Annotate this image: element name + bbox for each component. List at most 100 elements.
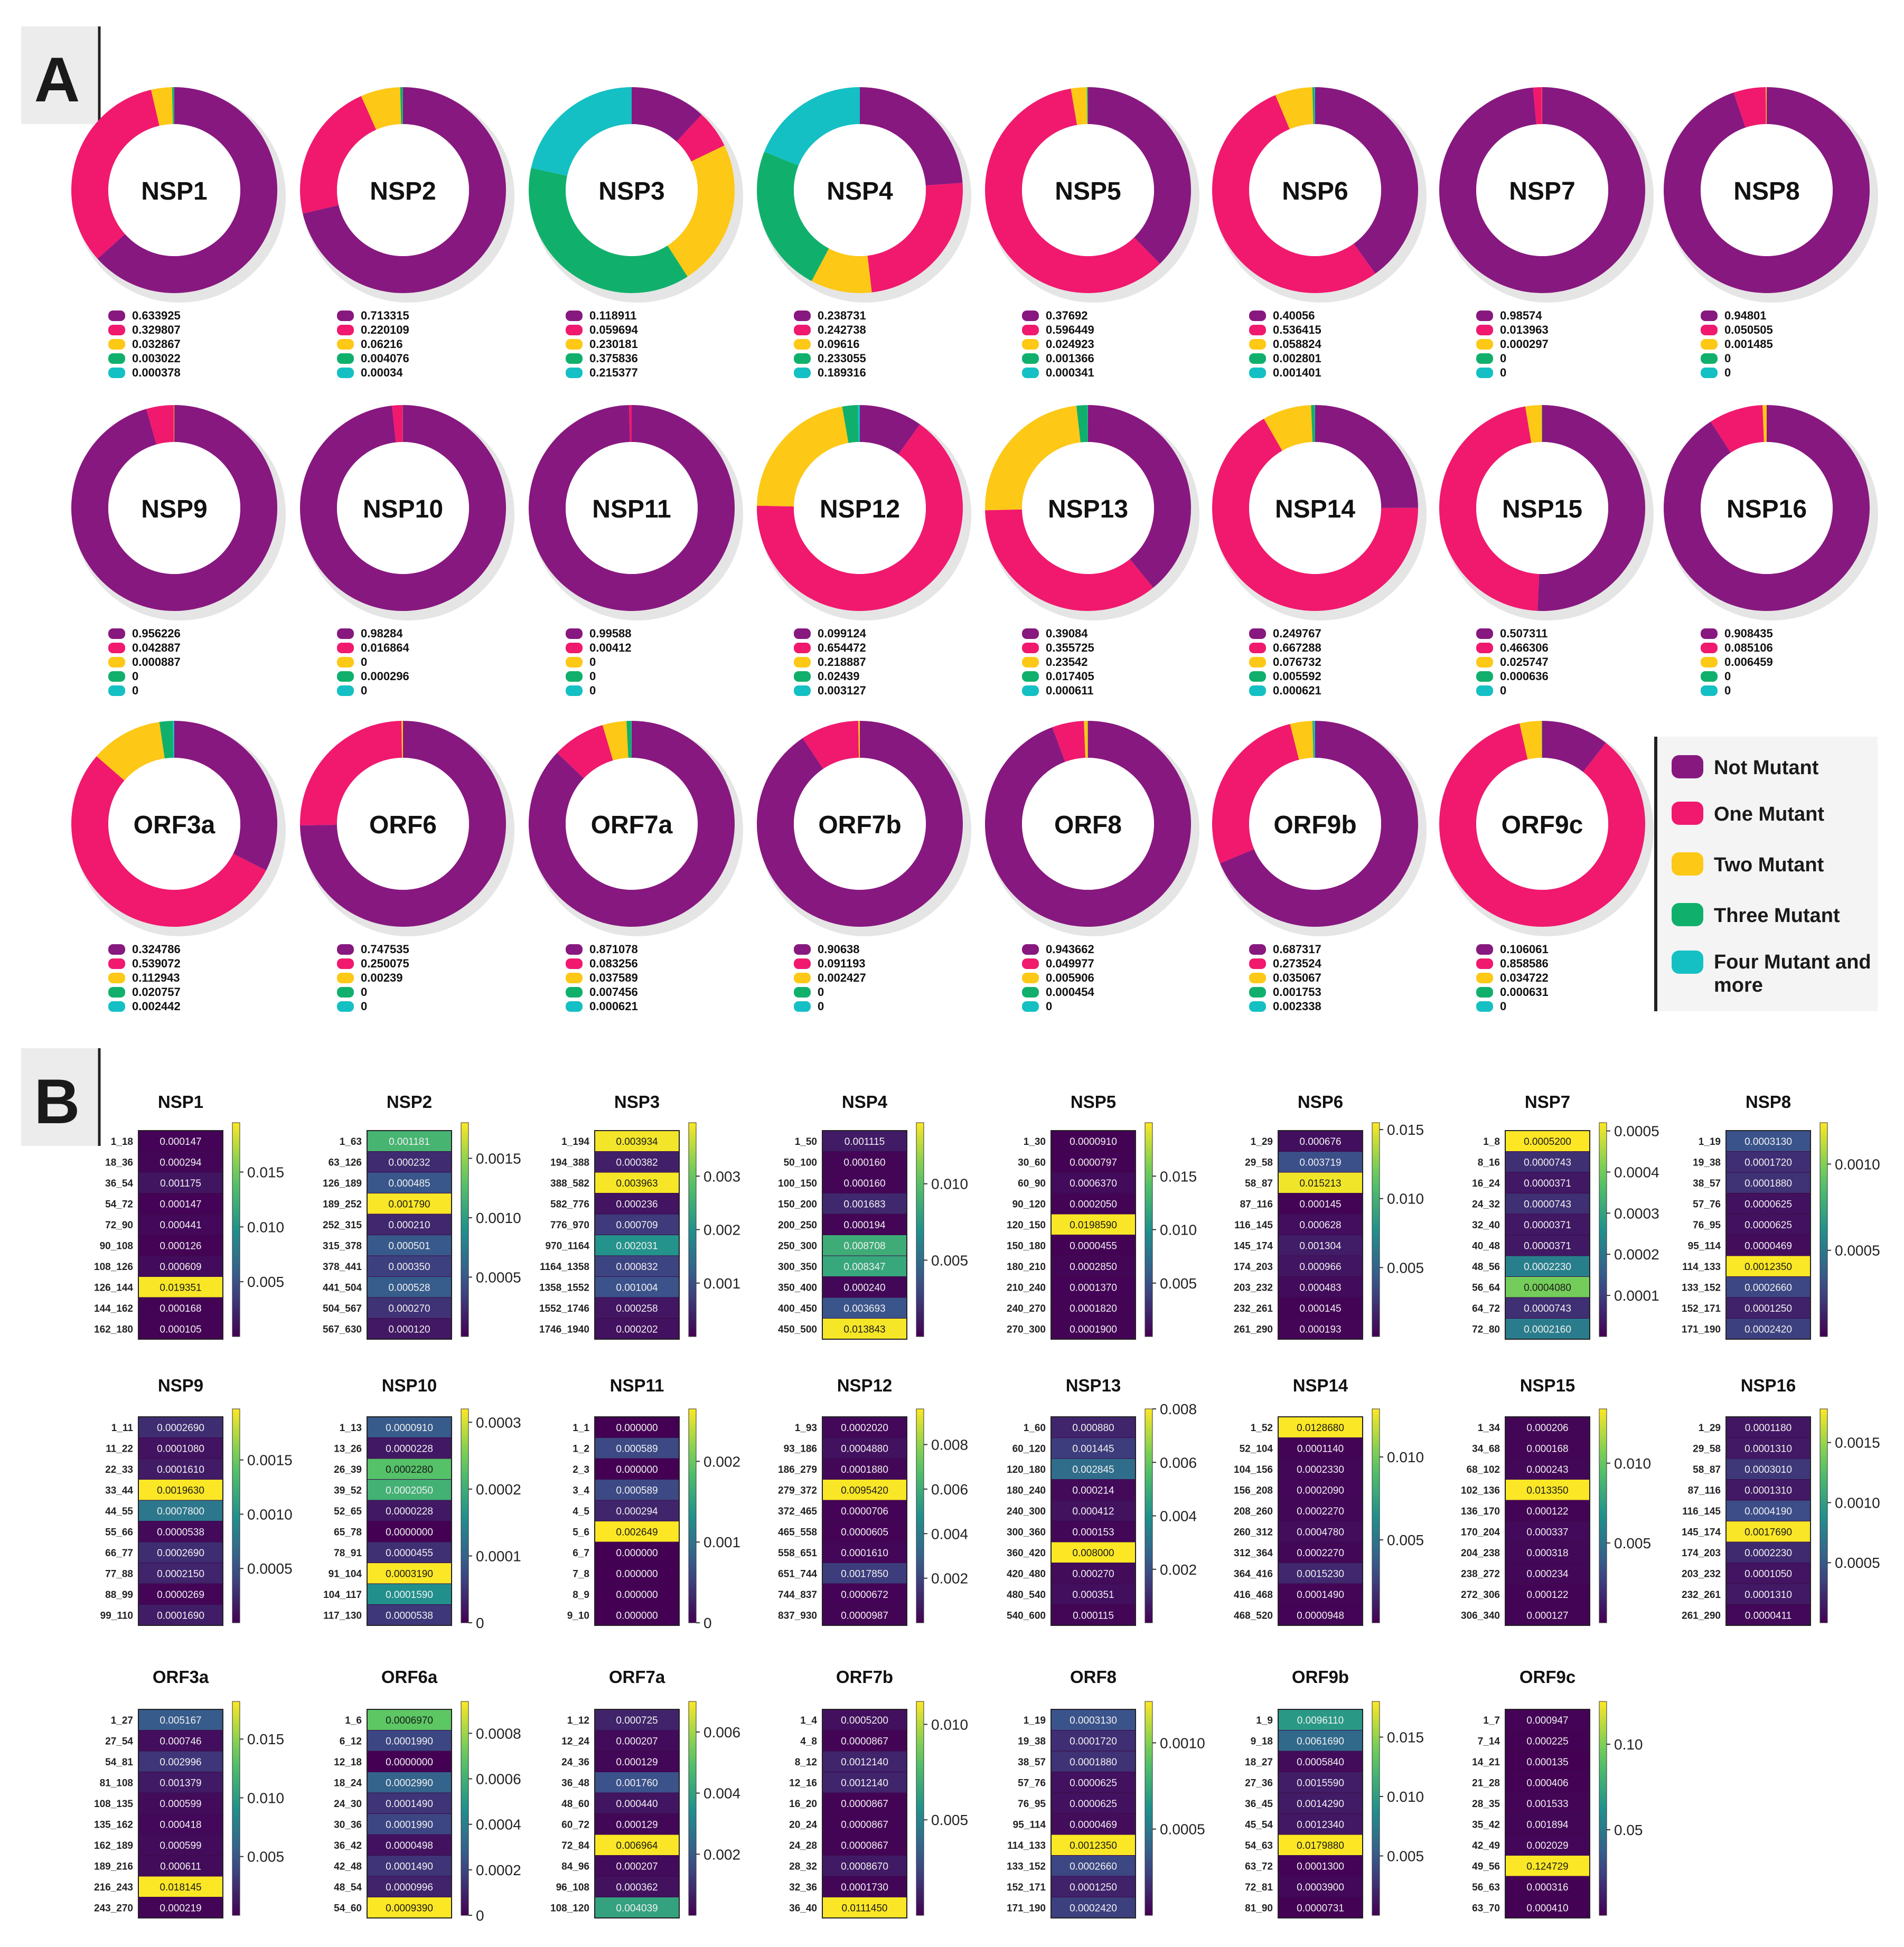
colorbar-tick-label: 0.0002 [476,1862,521,1878]
heatmap-row-label: 72_90 [105,1220,133,1231]
heatmap-row-label: 60_72 [561,1819,589,1830]
heatmap-row-label: 1358_1552 [539,1282,589,1293]
heatmap-row-label: 1_60 [1024,1423,1046,1434]
donut-legend-value: 0.099124 [818,627,867,640]
donut-slice-not-mutant [1315,405,1418,508]
heatmap-cell-value: 0.000483 [1299,1282,1341,1293]
colorbar-tick-label: 0.010 [247,1790,284,1806]
heatmap-cell [367,1772,452,1793]
heatmap-cell-value: 0.0006370 [1070,1178,1117,1189]
heatmap-cell [1725,1521,1811,1542]
heatmap-row-label: 24_36 [561,1757,589,1768]
heatmap-cell-value: 0.000000 [616,1589,658,1601]
donut-hole [1249,442,1381,574]
donut-slice-one-mutant [71,90,160,259]
legend-label-three-mutant: Three Mutant [1714,905,1840,927]
donut-legend-value: 0.466306 [1500,641,1549,654]
heatmap-cell [1278,1751,1363,1772]
heatmap-cell-value: 0.000832 [616,1262,658,1273]
heatmap-cell-value: 0.000234 [1526,1568,1569,1579]
heatmap-cell [1051,1193,1136,1215]
heatmap-cell [367,1479,452,1501]
colorbar-tick-label: 0.002 [1160,1562,1197,1578]
donut-legend-value: 0.324786 [132,943,181,956]
donut-title: NSP7 [1509,177,1575,205]
donut-legend-value: 0.375836 [589,352,638,365]
donut-slice-not-mutant [528,405,735,611]
colorbar-tick-label: 0.0005 [476,1269,521,1286]
heatmap-row-label: 126_144 [94,1282,133,1293]
donut-slice-four-mutant-and-more [531,87,632,176]
donut-slice-two-mutant [151,87,173,126]
donut-legend-value: 0.003127 [818,684,866,697]
heatmap-cell-value: 0.003719 [1299,1157,1341,1168]
heatmap-row-label: 77_88 [105,1568,133,1579]
heatmap-row-label: 114_133 [1007,1840,1046,1851]
heatmap-cell-value: 0.0000625 [1070,1777,1117,1789]
heatmap-row-label: 90_120 [1012,1199,1046,1210]
donut-slice-not-mutant [757,721,963,927]
heatmap-cell-value: 0.0001900 [1070,1324,1117,1335]
donut-title: NSP5 [1055,177,1121,205]
heatmap-row-label: 372_465 [778,1506,817,1517]
donut-legend-value: 0.035067 [1273,971,1321,984]
heatmap-cell [594,1458,680,1480]
colorbar-tick-label: 0.010 [247,1219,284,1235]
heatmap-orf8: ORF8 0.0003130 1_19 0.0001720 19_38 0.0001880… [1007,1667,1205,1918]
heatmap-row-label: 87_116 [1688,1485,1721,1496]
heatmap-cell [138,1193,223,1215]
heatmap-cell-value: 0.0000867 [841,1819,888,1830]
donut-legend-value: 0.118911 [589,309,636,322]
donut-slice-not-mutant [632,87,702,142]
colorbar-tick-label: 0.0005 [1835,1555,1880,1571]
heatmap-cell [138,1604,223,1626]
donut-legend-value: 0 [818,1000,824,1013]
colorbar-tick-label: 0 [476,1907,484,1924]
heatmap-cell [367,1500,452,1521]
donut-legend-value: 0.034722 [1500,971,1549,984]
heatmap-cell-value: 0.000193 [1299,1324,1341,1335]
heatmap-row-label: 18_27 [1245,1757,1273,1768]
heatmap-cell [367,1834,452,1856]
heatmap-row-label: 126_189 [323,1178,362,1189]
donut-title: ORF7a [591,811,673,839]
heatmap-cell-value: 0.0000867 [841,1736,888,1747]
legend-label-not-mutant: Not Mutant [1714,757,1819,779]
heatmap-cell-value: 0.000676 [1299,1136,1341,1147]
heatmap-cell-value: 0.000599 [160,1799,201,1810]
heatmap-cell-value: 0.0000228 [386,1443,433,1454]
colorbar [916,1701,924,1916]
donut-legend-swatch [337,353,354,364]
heatmap-frame [367,1416,452,1626]
donut-nsp13: NSP13 0.390840.3557250.235420.0174050.000… [985,405,1199,697]
donut-slice-three-mutant [400,87,403,125]
donut-slice-two-mutant [811,248,872,293]
heatmap-cell-value: 0.0179880 [1297,1840,1344,1851]
donut-slice-two-mutant [1766,87,1767,125]
donut-slice-not-mutant [529,721,735,927]
donut-slice-one-mutant [1439,723,1646,927]
heatmap-cell-value: 0.000105 [160,1324,201,1335]
donut-title: NSP9 [141,495,207,523]
legend-swatch-one-mutant [1672,802,1703,825]
heatmap-title: NSP2 [387,1092,432,1112]
donut-slice-two-mutant [667,145,735,277]
donut-slice-four-mutant-and-more [764,87,860,166]
heatmap-cell-value: 0.000000 [616,1548,658,1559]
heatmap-cell-value: 0.000210 [388,1220,430,1231]
donut-legend-swatch [337,368,354,378]
colorbar-tick-label: 0.0005 [247,1560,293,1577]
heatmap-cell [594,1583,680,1605]
donut-legend-value: 0.000636 [1500,670,1549,683]
heatmap-cell-value: 0.000599 [160,1840,201,1851]
heatmap-cell-value: 0.0005200 [1524,1136,1571,1147]
colorbar-tick-label: 0.002 [931,1570,968,1587]
heatmap-row-label: 465_558 [778,1527,817,1538]
heatmap-row-label: 582_776 [550,1199,589,1210]
donut-legend-swatch [108,353,125,364]
donut-legend-value: 0 [1500,1000,1506,1013]
colorbar-tick-label: 0.0010 [476,1210,521,1226]
heatmap-cell-value: 0.0000371 [1524,1240,1571,1252]
colorbar [1145,1408,1153,1623]
